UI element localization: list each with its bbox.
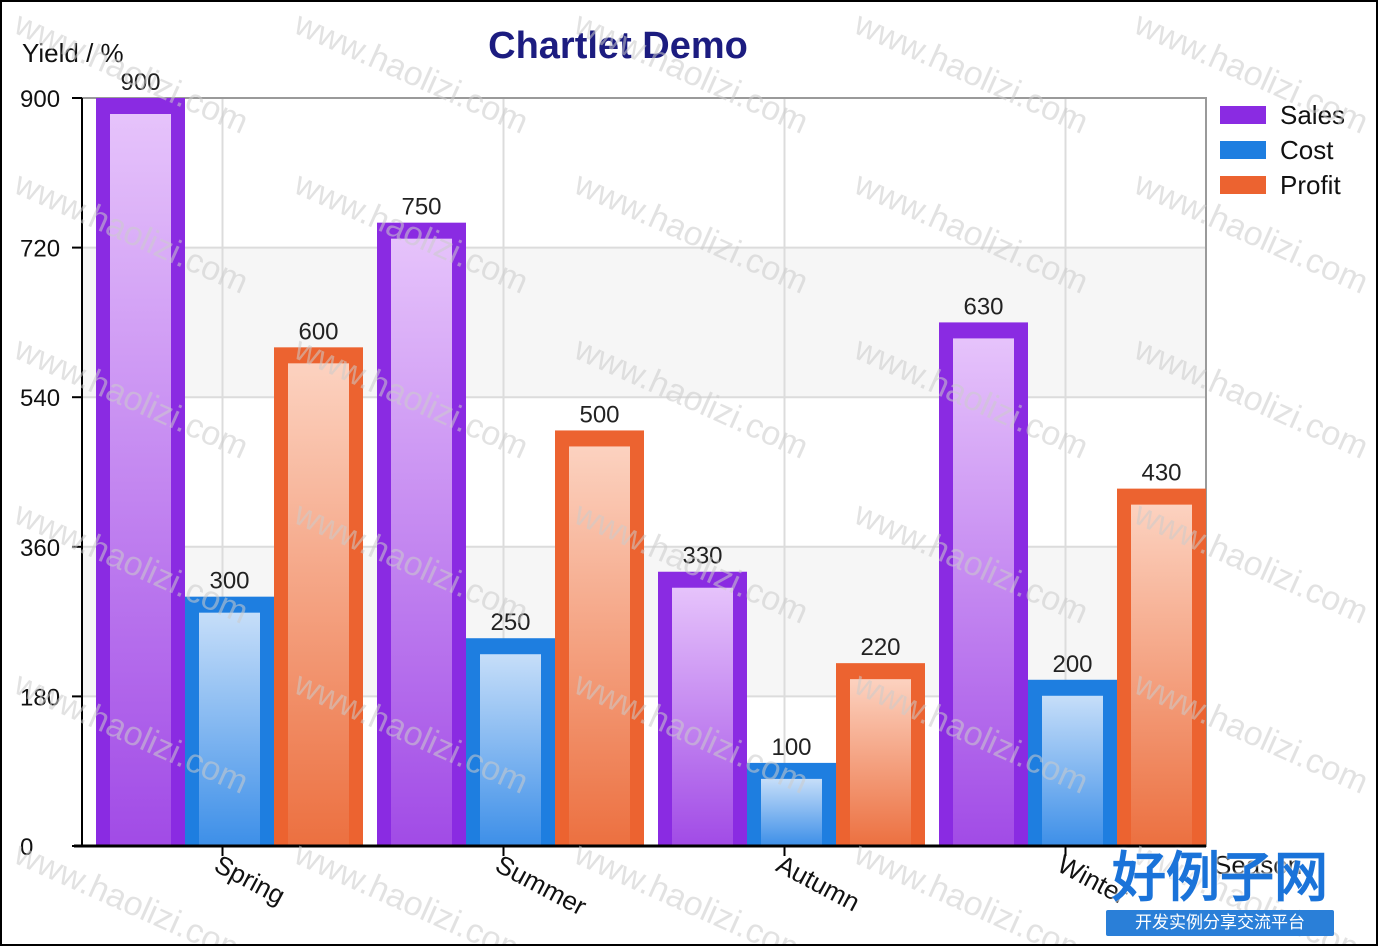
y-tick-label: 0 [20,834,33,861]
data-label: 430 [1141,460,1181,487]
bar-fill-profit-summer [569,446,630,846]
legend-label-profit: Profit [1280,170,1341,200]
legend-label-cost: Cost [1280,135,1334,165]
axes [74,98,1206,848]
bar-fill-cost-spring [199,612,260,846]
data-label: 300 [209,568,249,595]
data-label: 330 [682,543,722,570]
data-label: 250 [490,609,530,636]
data-label: 630 [963,293,1003,320]
watermark-text: www.haolizi.com [568,834,814,944]
watermark-text: www.haolizi.com [8,834,254,944]
bars [96,98,1206,846]
bar-fill-sales-autumn [672,587,733,846]
bar-fill-cost-winter [1042,695,1103,846]
x-tick-label: Autumn [772,849,865,918]
data-label: 100 [771,734,811,761]
legend-swatch-cost [1220,141,1266,159]
data-label: 900 [120,69,160,96]
data-label: 750 [401,194,441,221]
x-axis-label: Season [1214,850,1302,880]
watermark-text: www.haolizi.com [288,834,534,944]
bar-fill-profit-winter [1131,504,1192,846]
data-label: 500 [579,401,619,428]
plot-band [82,98,1206,248]
bar-fill-profit-autumn [850,679,911,846]
x-tick-label: Spring [210,849,290,911]
legend-swatch-profit [1220,176,1266,194]
logo-title: 好例子网 [1112,846,1328,909]
legend-label-sales: Sales [1280,100,1345,130]
data-label: 200 [1052,651,1092,678]
data-label: 220 [860,634,900,661]
data-label: 600 [298,318,338,345]
y-tick-label: 720 [20,236,60,263]
legend-swatch-sales [1220,106,1266,124]
bar-fill-cost-summer [480,654,541,846]
y-tick-label: 900 [20,86,60,113]
y-tick-label: 360 [20,535,60,562]
bar-fill-cost-autumn [761,778,822,846]
y-axis-ticks: 0 180 360 540 720 900 [20,86,82,861]
bar-fill-profit-spring [288,363,349,846]
chart-title: Chartlet Demo [488,25,748,67]
bar-fill-sales-winter [953,338,1014,846]
bar-fill-sales-spring [110,114,171,846]
y-tick-label: 540 [20,385,60,412]
y-tick-label: 180 [20,684,60,711]
site-logo: 好例子网 开发实例分享交流平台 [1102,848,1338,940]
bar-fill-sales-summer [391,238,452,846]
logo-subtitle: 开发实例分享交流平台 [1106,910,1334,936]
y-axis-label: Yield / % [22,38,124,68]
watermark-text: www.haolizi.com [848,834,1094,944]
legend: Sales Cost Profit [1220,100,1345,200]
data-labels: 900 300 600 750 250 500 330 100 220 630 200 430 [120,69,1181,761]
